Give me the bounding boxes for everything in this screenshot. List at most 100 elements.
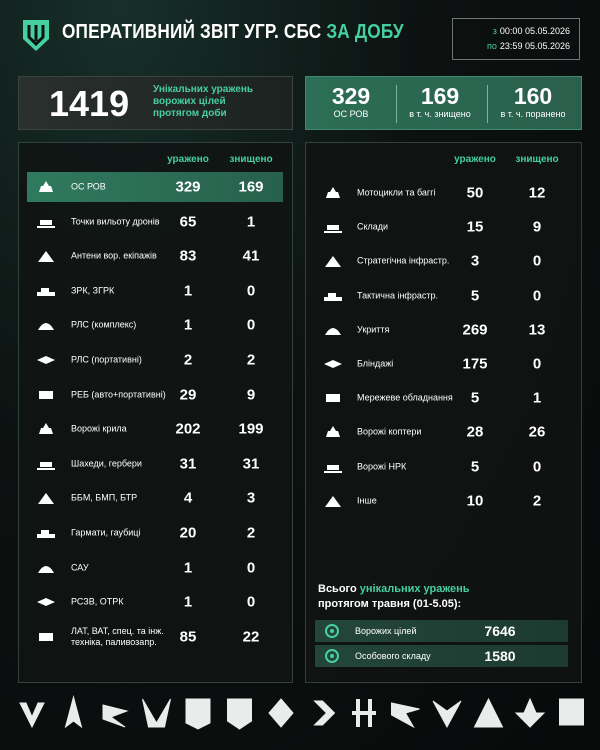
row-icon: [325, 256, 341, 268]
row-label: РЕБ (авто+портативні): [71, 389, 166, 400]
table-row: САУ 1 0: [27, 553, 283, 583]
unit-logo: [352, 699, 376, 727]
unit-logo: [19, 702, 45, 729]
hit-value: 1: [183, 316, 193, 334]
summary-value: 329: [331, 83, 371, 109]
table-row: РСЗВ, ОТРК 1 0: [27, 587, 283, 617]
summary-label: в т. ч. знищено: [409, 109, 471, 119]
row-label: ББМ, БМП, БТР: [71, 492, 138, 503]
unit-logo: [227, 698, 252, 730]
separator: [486, 85, 488, 123]
table-row: Ворожі НРК 5 0: [314, 452, 572, 482]
row-label: Тактична інфрастр.: [357, 290, 438, 301]
month-icon: [325, 649, 339, 663]
hit-value: 28: [466, 423, 484, 441]
row-label: Стратегічна інфрастр.: [357, 255, 450, 266]
destroyed-value: 0: [246, 593, 256, 611]
summary-item: 160 в т. ч. поранено: [488, 77, 578, 129]
destroyed-value: 1: [532, 389, 542, 407]
table-row: РЕБ (авто+портативні) 29 9: [27, 380, 283, 410]
row-icon: [37, 598, 55, 607]
destroyed-value: 13: [528, 321, 546, 339]
unit-logo: [432, 700, 462, 729]
destroyed-value: 31: [242, 455, 260, 473]
unit-logo: [102, 704, 129, 728]
hit-value: 1: [183, 559, 193, 577]
row-label: Склади: [357, 221, 389, 232]
destroyed-value: 12: [528, 184, 546, 202]
month-icon: [325, 624, 339, 638]
table-row: Гармати, гаубиці 20 2: [27, 518, 283, 548]
hit-value: 10: [466, 492, 484, 510]
row-icon: [38, 323, 54, 331]
summary-value: 160: [513, 83, 553, 109]
row-label: Шахеди, гербери: [71, 458, 142, 469]
month-value: 1580: [484, 648, 516, 664]
month-row: Особового складу 1580: [315, 645, 568, 667]
period-line: по 23:59 05.05.2026: [487, 41, 570, 51]
destroyed-value: 199: [238, 420, 264, 438]
row-label: Точки вильоту дронів: [71, 216, 160, 227]
row-label: Мережеве обладнання: [357, 392, 453, 403]
month-title-accent: унікальних уражень: [359, 583, 470, 595]
row-label: РЛС (портативні): [71, 354, 142, 365]
unit-logo: [64, 695, 83, 729]
table-row: Склади 15 9: [314, 212, 572, 242]
unit-logos: [19, 695, 584, 730]
hit-value: 65: [179, 213, 197, 231]
month-label: Ворожих цілей: [355, 626, 417, 636]
column-header: знищено: [229, 154, 273, 165]
row-icon: [324, 464, 342, 473]
table-row: Ворожі коптери 28 26: [314, 417, 572, 447]
row-label: Ворожі коптери: [357, 426, 422, 437]
row-label: Мотоцикли та баггі: [357, 187, 436, 198]
destroyed-value: 0: [532, 458, 542, 476]
row-icon: [325, 495, 341, 507]
destroyed-value: 9: [532, 218, 542, 236]
row-icon: [37, 219, 55, 228]
summary-item: 169 в т. ч. знищено: [395, 77, 485, 129]
table-row: Бліндажі 175 0: [314, 349, 572, 379]
right-table: уражено знищено Мотоцикли та баггі 50 12 Скла…: [305, 142, 582, 683]
summary-items: 329 ОС РОВ 169 в т. ч. знищено 160 в т. ч. по…: [305, 76, 582, 130]
table-row: Точки вильоту дронів 65 1: [27, 207, 283, 237]
hit-value: 5: [470, 458, 480, 476]
hit-value: 3: [470, 252, 480, 270]
period-text: 23:59 05.05.2026: [499, 41, 570, 51]
period-prefix: з: [492, 26, 497, 36]
hit-value: 5: [470, 389, 480, 407]
period-text: 00:00 05.05.2026: [499, 26, 570, 36]
destroyed-value: 22: [242, 628, 260, 646]
table-row: РЛС (портативні) 2 2: [27, 345, 283, 375]
destroyed-value: 41: [242, 247, 260, 265]
summary-label: ОС РОВ: [333, 109, 369, 119]
unit-logo: [391, 702, 420, 729]
row-icon: [324, 225, 342, 234]
hit-value: 29: [179, 386, 197, 404]
hit-value: 329: [175, 178, 201, 196]
row-label: РЛС (комплекс): [71, 319, 137, 330]
row-label: Інше: [357, 495, 377, 506]
month-title-end: протягом травня (01-5.05):: [318, 598, 462, 610]
row-label: Гармати, гаубиці: [71, 527, 141, 538]
unit-logo: [559, 698, 584, 726]
row-label: Ворожі НРК: [357, 461, 407, 472]
table-row: ЗРК, ЗГРК 1 0: [27, 276, 283, 306]
row-icon: [38, 493, 54, 505]
table-row: РЛС (комплекс) 1 0: [27, 310, 283, 340]
row-label: Укриття: [357, 324, 390, 335]
hit-value: 202: [175, 420, 201, 438]
summary-total: 1419 Унікальних уражень ворожих цілей пр…: [18, 76, 293, 130]
table-row: Шахеди, гербери 31 31: [27, 449, 283, 479]
month-title: Всього унікальних уражень протягом травн…: [318, 582, 508, 612]
hit-value: 15: [466, 218, 484, 236]
hit-value: 31: [179, 455, 197, 473]
month-title-start: Всього: [318, 583, 357, 595]
destroyed-value: 9: [246, 386, 256, 404]
month-row: Ворожих цілей 7646: [315, 620, 568, 642]
row-icon: [39, 390, 53, 399]
hit-value: 1: [183, 282, 193, 300]
destroyed-value: 0: [246, 282, 256, 300]
row-label: РСЗВ, ОТРК: [71, 596, 124, 607]
left-table: уражено знищено ОС РОВ 329 169 Точки вильоту …: [18, 142, 293, 683]
